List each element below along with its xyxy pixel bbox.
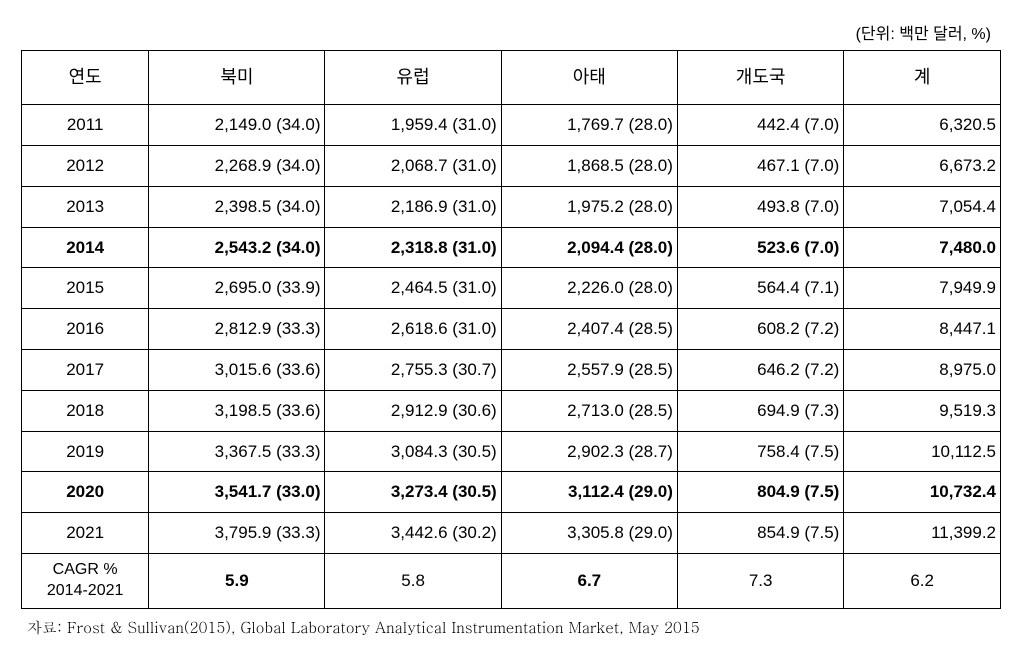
table-row: 20173,015.6 (33.6)2,755.3 (30.7)2,557.9 …: [22, 349, 1001, 390]
cell-dev: 694.9 (7.3): [677, 390, 843, 431]
table-header-row: 연도 북미 유럽 아태 개도국 계: [22, 51, 1001, 105]
cell-year: 2013: [22, 186, 149, 227]
cell-dev: 442.4 (7.0): [677, 105, 843, 146]
cell-ap: 2,407.4 (28.5): [501, 309, 677, 350]
col-header-year: 연도: [22, 51, 149, 105]
table-row: 20183,198.5 (33.6)2,912.9 (30.6)2,713.0 …: [22, 390, 1001, 431]
cell-total: 6,673.2: [844, 145, 1001, 186]
unit-label: (단위: 백만 달러, %): [21, 20, 1001, 44]
cell-na: 2,149.0 (34.0): [149, 105, 325, 146]
cell-ap: 1,769.7 (28.0): [501, 105, 677, 146]
cell-na: 2,543.2 (34.0): [149, 227, 325, 268]
cell-ap: 1,868.5 (28.0): [501, 145, 677, 186]
cell-total: 10,112.5: [844, 431, 1001, 472]
cell-dev: 564.4 (7.1): [677, 268, 843, 309]
cell-dev: 854.9 (7.5): [677, 513, 843, 554]
cell-na: 3,541.7 (33.0): [149, 472, 325, 513]
cell-ap: 1,975.2 (28.0): [501, 186, 677, 227]
cell-ap: 3,112.4 (29.0): [501, 472, 677, 513]
table-row: 20152,695.0 (33.9)2,464.5 (31.0)2,226.0 …: [22, 268, 1001, 309]
cell-total: 7,480.0: [844, 227, 1001, 268]
cell-eu: 3,273.4 (30.5): [325, 472, 501, 513]
cell-eu: 2,068.7 (31.0): [325, 145, 501, 186]
cell-eu: 2,464.5 (31.0): [325, 268, 501, 309]
cell-na: 2,695.0 (33.9): [149, 268, 325, 309]
cagr-dev: 7.3: [677, 553, 843, 608]
cell-dev: 646.2 (7.2): [677, 349, 843, 390]
cell-ap: 2,094.4 (28.0): [501, 227, 677, 268]
col-header-dev: 개도국: [677, 51, 843, 105]
cell-year: 2011: [22, 105, 149, 146]
col-header-eu: 유럽: [325, 51, 501, 105]
cell-total: 7,054.4: [844, 186, 1001, 227]
table-row: 20203,541.7 (33.0)3,273.4 (30.5)3,112.4 …: [22, 472, 1001, 513]
cell-eu: 2,186.9 (31.0): [325, 186, 501, 227]
cell-total: 8,975.0: [844, 349, 1001, 390]
cell-eu: 1,959.4 (31.0): [325, 105, 501, 146]
cell-year: 2012: [22, 145, 149, 186]
cell-ap: 2,226.0 (28.0): [501, 268, 677, 309]
source-citation: 자료: Frost & Sullivan(2015), Global Labor…: [21, 617, 1001, 638]
cell-na: 3,015.6 (33.6): [149, 349, 325, 390]
cell-eu: 2,618.6 (31.0): [325, 309, 501, 350]
table-row: 20122,268.9 (34.0)2,068.7 (31.0)1,868.5 …: [22, 145, 1001, 186]
cell-year: 2020: [22, 472, 149, 513]
table-row: 20213,795.9 (33.3)3,442.6 (30.2)3,305.8 …: [22, 513, 1001, 554]
table-row: 20132,398.5 (34.0)2,186.9 (31.0)1,975.2 …: [22, 186, 1001, 227]
col-header-total: 계: [844, 51, 1001, 105]
cell-total: 11,399.2: [844, 513, 1001, 554]
cagr-row: CAGR %2014-20215.95.86.77.36.2: [22, 553, 1001, 608]
cell-dev: 804.9 (7.5): [677, 472, 843, 513]
cagr-tot: 6.2: [844, 553, 1001, 608]
table-row: 20193,367.5 (33.3)3,084.3 (30.5)2,902.3 …: [22, 431, 1001, 472]
cell-na: 3,795.9 (33.3): [149, 513, 325, 554]
cell-year: 2018: [22, 390, 149, 431]
cell-ap: 2,557.9 (28.5): [501, 349, 677, 390]
cell-total: 8,447.1: [844, 309, 1001, 350]
table-body: 20112,149.0 (34.0)1,959.4 (31.0)1,769.7 …: [22, 105, 1001, 608]
cell-na: 3,367.5 (33.3): [149, 431, 325, 472]
cagr-na: 5.9: [149, 553, 325, 608]
cell-dev: 523.6 (7.0): [677, 227, 843, 268]
cell-total: 6,320.5: [844, 105, 1001, 146]
cagr-eu: 5.8: [325, 553, 501, 608]
cell-ap: 2,713.0 (28.5): [501, 390, 677, 431]
cell-year: 2019: [22, 431, 149, 472]
cell-eu: 2,318.8 (31.0): [325, 227, 501, 268]
table-row: 20142,543.2 (34.0)2,318.8 (31.0)2,094.4 …: [22, 227, 1001, 268]
cell-total: 7,949.9: [844, 268, 1001, 309]
cell-eu: 2,912.9 (30.6): [325, 390, 501, 431]
cell-year: 2015: [22, 268, 149, 309]
cell-na: 2,812.9 (33.3): [149, 309, 325, 350]
table-row: 20162,812.9 (33.3)2,618.6 (31.0)2,407.4 …: [22, 309, 1001, 350]
cagr-ap: 6.7: [501, 553, 677, 608]
cell-year: 2016: [22, 309, 149, 350]
table-row: 20112,149.0 (34.0)1,959.4 (31.0)1,769.7 …: [22, 105, 1001, 146]
cell-eu: 2,755.3 (30.7): [325, 349, 501, 390]
cell-ap: 2,902.3 (28.7): [501, 431, 677, 472]
cell-total: 9,519.3: [844, 390, 1001, 431]
col-header-ap: 아태: [501, 51, 677, 105]
col-header-na: 북미: [149, 51, 325, 105]
cell-dev: 467.1 (7.0): [677, 145, 843, 186]
cell-eu: 3,442.6 (30.2): [325, 513, 501, 554]
cell-year: 2014: [22, 227, 149, 268]
cell-na: 3,198.5 (33.6): [149, 390, 325, 431]
cell-na: 2,398.5 (34.0): [149, 186, 325, 227]
cell-dev: 758.4 (7.5): [677, 431, 843, 472]
cell-total: 10,732.4: [844, 472, 1001, 513]
cell-year: 2021: [22, 513, 149, 554]
cell-ap: 3,305.8 (29.0): [501, 513, 677, 554]
cagr-label: CAGR %2014-2021: [22, 553, 149, 608]
cell-dev: 493.8 (7.0): [677, 186, 843, 227]
market-table: 연도 북미 유럽 아태 개도국 계 20112,149.0 (34.0)1,95…: [21, 50, 1001, 609]
cell-year: 2017: [22, 349, 149, 390]
cell-na: 2,268.9 (34.0): [149, 145, 325, 186]
cell-eu: 3,084.3 (30.5): [325, 431, 501, 472]
cell-dev: 608.2 (7.2): [677, 309, 843, 350]
